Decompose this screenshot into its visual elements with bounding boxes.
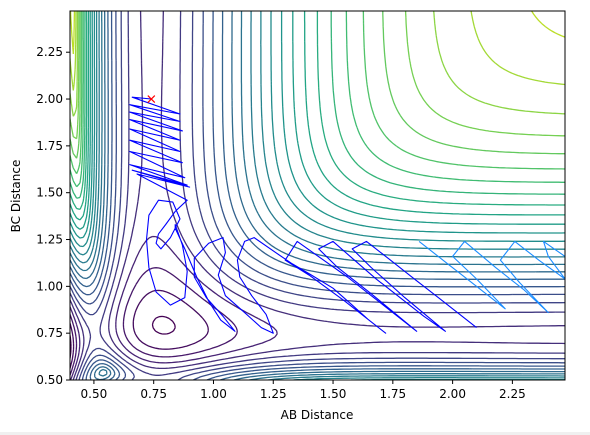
contour-level — [70, 11, 565, 221]
start-marker — [147, 95, 156, 103]
x-tick-label: 1.50 — [320, 387, 347, 401]
contour-level — [70, 11, 565, 380]
contour-level — [70, 11, 565, 380]
contour-level — [70, 11, 565, 380]
y-tick-label: 1.25 — [36, 233, 63, 247]
contour-level — [70, 11, 565, 380]
trajectory — [129, 96, 565, 334]
trajectory-path — [129, 96, 477, 334]
contour-level — [70, 11, 565, 55]
contour-level — [70, 11, 565, 159]
x-axis-ticks: 0.50 0.75 1.00 1.25 1.50 1.75 2.00 2.25 — [81, 380, 526, 401]
contour-level — [70, 11, 565, 199]
y-axis-label: BC Distance — [9, 160, 23, 233]
x-tick-label: 1.75 — [379, 387, 406, 401]
x-tick-label: 1.25 — [260, 387, 287, 401]
trajectory-path-far — [418, 240, 565, 314]
contour-level — [70, 11, 565, 117]
x-tick-label: 0.75 — [140, 387, 167, 401]
y-tick-label: 2.25 — [36, 45, 63, 59]
contour-level — [70, 11, 565, 91]
x-tick-label: 2.25 — [499, 387, 526, 401]
x-tick-label: 0.50 — [81, 387, 108, 401]
y-tick-label: 1.50 — [36, 186, 63, 200]
contour-level — [70, 11, 565, 380]
start-marker-stroke — [147, 95, 156, 103]
contour-level — [70, 11, 565, 380]
y-tick-label: 1.75 — [36, 139, 63, 153]
plot-frame — [69, 10, 566, 381]
contour-level — [70, 11, 565, 188]
x-tick-label: 1.00 — [200, 387, 227, 401]
contour-level — [70, 11, 565, 140]
contour-level — [70, 11, 565, 230]
y-tick-label: 2.00 — [36, 92, 63, 106]
contour-level — [70, 11, 565, 239]
x-tick-label: 2.00 — [439, 387, 466, 401]
bottom-strip — [0, 432, 590, 435]
y-tick-label: 0.50 — [36, 373, 63, 387]
y-tick-label: 1.00 — [36, 279, 63, 293]
contour-level — [70, 11, 565, 380]
y-tick-label: 0.75 — [36, 326, 63, 340]
y-axis-ticks: 0.50 0.75 1.00 1.25 1.50 1.75 2.00 2.25 — [36, 45, 70, 387]
x-axis-label: AB Distance — [281, 408, 354, 422]
